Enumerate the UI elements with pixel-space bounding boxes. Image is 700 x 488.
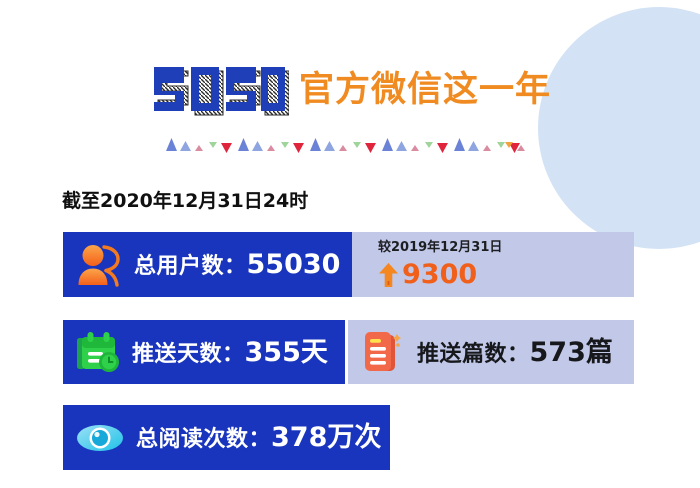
stat-card-push-days-text: 推送天数：355天 (132, 339, 328, 366)
stat-card-total-reads-text: 总阅读次数：378万次 (136, 424, 381, 451)
stat-panel-push-posts-text: 推送篇数：573篇 (417, 339, 613, 366)
stat-row-2: 推送天数：355天 推送篇数：573篇 (63, 320, 634, 384)
stat-card-total-reads: 总阅读次数：378万次 (63, 405, 390, 470)
stat-panel-push-posts: 推送篇数：573篇 (348, 320, 634, 384)
total-reads-value: 378万次 (271, 422, 382, 453)
stat-row-1: 总用户数：55030 较2019年12月31日 9300 (63, 232, 634, 297)
user-growth-stack: 较2019年12月31日 9300 (378, 241, 502, 288)
arrow-up-icon (379, 262, 398, 287)
total-reads-label: 总阅读次数： (136, 427, 272, 452)
date-caption: 截至2020年12月31日24时 (62, 190, 309, 212)
user-growth-compare-label: 较2019年12月31日 (378, 240, 503, 255)
user-growth-value-row: 9300 (378, 261, 502, 288)
user-growth-value: 9300 (402, 259, 478, 290)
year-2020-pixel-text (153, 67, 289, 116)
total-users-label: 总用户数： (134, 254, 247, 279)
headline-subtitle: 官方微信这一年 (298, 69, 551, 110)
push-posts-label: 推送篇数： (417, 341, 530, 367)
push-days-value: 355天 (244, 336, 328, 368)
user-icon (78, 244, 120, 287)
year-title (149, 63, 289, 119)
stat-row-3: 总阅读次数：378万次 (63, 405, 390, 470)
document-icon (365, 332, 401, 371)
stat-card-total-users: 总用户数：55030 (63, 232, 352, 297)
calendar-clock-icon (77, 332, 119, 372)
stat-card-push-days: 推送天数：355天 (63, 320, 345, 384)
push-days-label: 推送天数： (132, 341, 245, 367)
push-posts-value: 573篇 (529, 336, 613, 368)
eye-icon (77, 424, 123, 451)
headline: 官方微信这一年 (0, 56, 700, 126)
stat-card-total-users-text: 总用户数：55030 (134, 251, 340, 278)
background-circle-decoration (538, 7, 700, 249)
total-users-value: 55030 (246, 249, 341, 280)
confetti-triangles-decoration (166, 138, 525, 153)
stat-panel-user-growth: 较2019年12月31日 9300 (352, 232, 634, 297)
